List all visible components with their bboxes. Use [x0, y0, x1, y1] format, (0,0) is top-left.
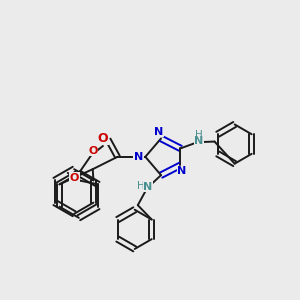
Text: N: N [177, 167, 187, 176]
Text: N: N [134, 152, 143, 162]
Text: N: N [143, 182, 152, 192]
Text: O: O [97, 132, 108, 145]
Text: H: H [195, 130, 203, 140]
Text: O: O [88, 146, 98, 156]
Text: H: H [137, 181, 145, 191]
Text: N: N [154, 127, 163, 137]
Text: N: N [194, 136, 204, 146]
Text: O: O [70, 172, 79, 183]
